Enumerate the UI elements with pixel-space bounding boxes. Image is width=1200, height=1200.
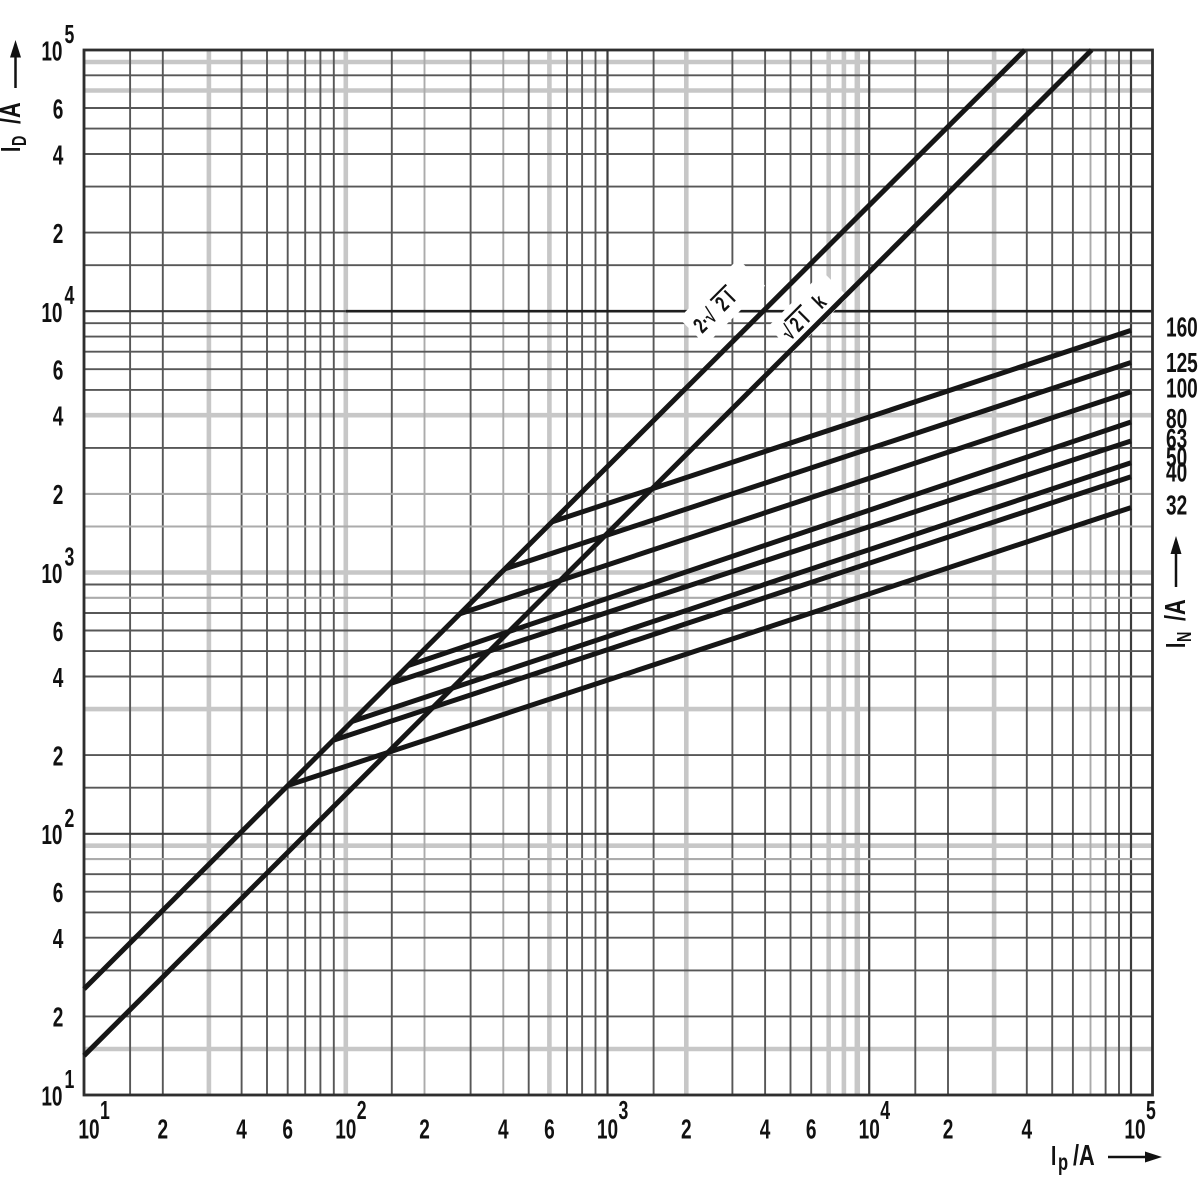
svg-text:I: I <box>0 147 27 152</box>
svg-text:125: 125 <box>1166 347 1198 379</box>
svg-text:2: 2 <box>357 1096 367 1125</box>
svg-text:160: 160 <box>1166 312 1198 344</box>
svg-text:4: 4 <box>65 281 75 310</box>
svg-text:10: 10 <box>41 820 62 852</box>
svg-text:32: 32 <box>1166 490 1187 522</box>
svg-text:40: 40 <box>1166 457 1187 489</box>
svg-text:4: 4 <box>53 140 64 172</box>
svg-text:10: 10 <box>335 1114 356 1146</box>
svg-text:4: 4 <box>498 1114 509 1146</box>
svg-text:D: D <box>8 136 31 146</box>
svg-text:4: 4 <box>880 1096 890 1125</box>
svg-text:6: 6 <box>53 616 64 648</box>
svg-text:6: 6 <box>53 355 64 387</box>
svg-text:2: 2 <box>681 1114 692 1146</box>
svg-text:N: N <box>1173 632 1196 642</box>
svg-text:10: 10 <box>597 1114 618 1146</box>
svg-text:10: 10 <box>41 1081 62 1113</box>
svg-text:I: I <box>1051 1140 1056 1172</box>
svg-text:4: 4 <box>1022 1114 1033 1146</box>
svg-text:10: 10 <box>41 36 62 68</box>
svg-text:1: 1 <box>65 1065 75 1094</box>
svg-text:2: 2 <box>65 803 75 832</box>
svg-text:10: 10 <box>1124 1114 1145 1146</box>
svg-text:2: 2 <box>158 1114 169 1146</box>
svg-text:6: 6 <box>53 877 64 909</box>
svg-text:2: 2 <box>419 1114 430 1146</box>
svg-text:10: 10 <box>78 1114 99 1146</box>
svg-text:10: 10 <box>41 297 62 329</box>
svg-text:/A: /A <box>1160 599 1192 621</box>
svg-text:100: 100 <box>1166 373 1198 405</box>
svg-text:2: 2 <box>53 1002 64 1034</box>
svg-text:6: 6 <box>282 1114 293 1146</box>
svg-text:4: 4 <box>53 401 64 433</box>
svg-text:2: 2 <box>53 480 64 512</box>
svg-text:3: 3 <box>619 1096 629 1125</box>
svg-text:/A: /A <box>1073 1140 1095 1172</box>
svg-text:4: 4 <box>53 923 64 955</box>
svg-text:4: 4 <box>53 662 64 694</box>
svg-text:63: 63 <box>1166 423 1187 455</box>
svg-text:2: 2 <box>943 1114 954 1146</box>
svg-text:6: 6 <box>806 1114 817 1146</box>
svg-text:6: 6 <box>544 1114 555 1146</box>
svg-text:2: 2 <box>53 218 64 250</box>
svg-text:1: 1 <box>100 1096 110 1125</box>
svg-text:2: 2 <box>53 741 64 773</box>
svg-text:10: 10 <box>859 1114 880 1146</box>
svg-text:/A: /A <box>0 102 27 124</box>
svg-text:I: I <box>1160 643 1192 648</box>
svg-text:10: 10 <box>41 558 62 590</box>
svg-text:4: 4 <box>236 1114 247 1146</box>
svg-text:80: 80 <box>1166 403 1187 435</box>
svg-text:4: 4 <box>760 1114 771 1146</box>
svg-text:3: 3 <box>65 542 75 571</box>
svg-text:5: 5 <box>65 20 75 49</box>
svg-text:5: 5 <box>1146 1096 1156 1125</box>
svg-text:6: 6 <box>53 94 64 126</box>
svg-text:50: 50 <box>1166 442 1187 474</box>
svg-text:p: p <box>1058 1150 1068 1175</box>
